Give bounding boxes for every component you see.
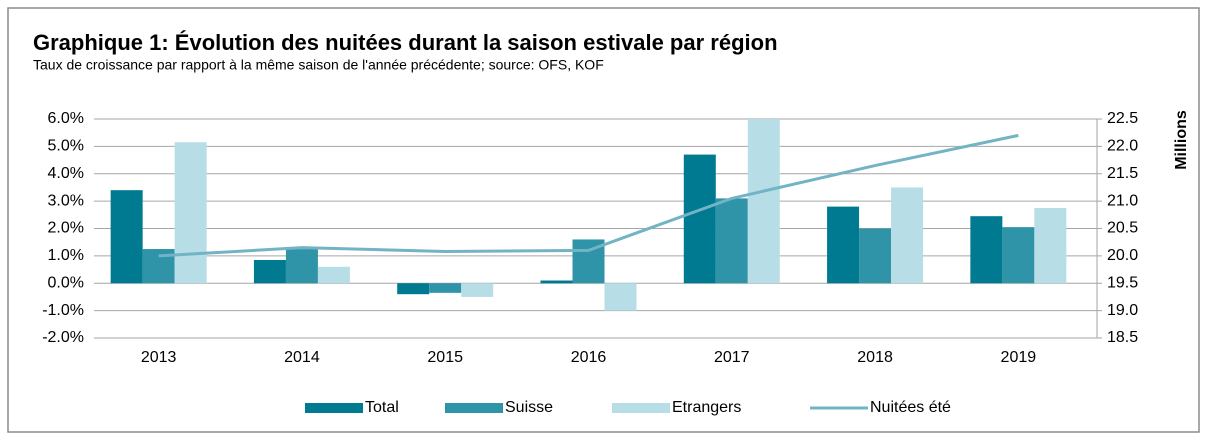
bar [174,142,207,284]
bar [683,154,716,284]
x-tick-label: 2018 [857,349,893,366]
x-tick-label: 2017 [714,349,750,366]
bar [397,283,430,295]
y2-tick-label: 20.0 [1107,247,1138,264]
legend-label: Nuitées été [870,399,951,416]
y2-tick-label: 19.5 [1107,274,1138,291]
x-tick-label: 2015 [427,349,463,366]
bar [429,283,462,293]
bar [110,190,143,284]
bar [891,187,924,284]
bar [859,228,892,284]
y2-tick-label: 20.5 [1107,220,1138,237]
y2-tick-label: 21.5 [1107,165,1138,182]
y2-tick-label: 19.0 [1107,302,1138,319]
bar [461,283,494,297]
y-tick-label: 3.0% [48,192,84,209]
bar [970,216,1003,284]
legend-swatch [305,403,363,413]
x-tick-label: 2016 [571,349,607,366]
y-tick-label: 2.0% [48,220,84,237]
bar [285,249,318,284]
y2-tick-label: 18.5 [1107,329,1138,346]
legend-label: Suisse [505,399,553,416]
bar [253,259,286,284]
chart-title: Graphique 1: Évolution des nuitées duran… [33,30,778,55]
bar [1034,207,1067,284]
legend-swatch [445,403,503,413]
y2-axis-label: Millions [1173,110,1190,170]
y2-tick-label: 22.0 [1107,138,1138,155]
y-tick-label: -2.0% [42,329,84,346]
legend-swatch [612,403,670,413]
y-tick-label: -1.0% [42,302,84,319]
x-tick-label: 2014 [284,349,320,366]
y2-tick-label: 22.5 [1107,110,1138,127]
bar [747,119,780,284]
bar [715,198,748,284]
y-tick-label: 1.0% [48,247,84,264]
bar [604,283,637,311]
bar [317,266,350,284]
bar [827,206,860,284]
line-series [158,133,1019,258]
y-tick-label: 5.0% [48,138,84,155]
x-tick-label: 2019 [1001,349,1037,366]
legend-label: Etrangers [672,399,741,416]
y-tick-label: 0.0% [48,274,84,291]
chart-subtitle: Taux de croissance par rapport à la même… [33,57,604,73]
x-tick-label: 2013 [141,349,177,366]
legend-label: Total [365,399,399,416]
bar [540,280,573,284]
y-tick-label: 6.0% [48,110,84,127]
bar [1002,227,1035,284]
y2-tick-label: 21.0 [1107,192,1138,209]
y-tick-label: 4.0% [48,165,84,182]
